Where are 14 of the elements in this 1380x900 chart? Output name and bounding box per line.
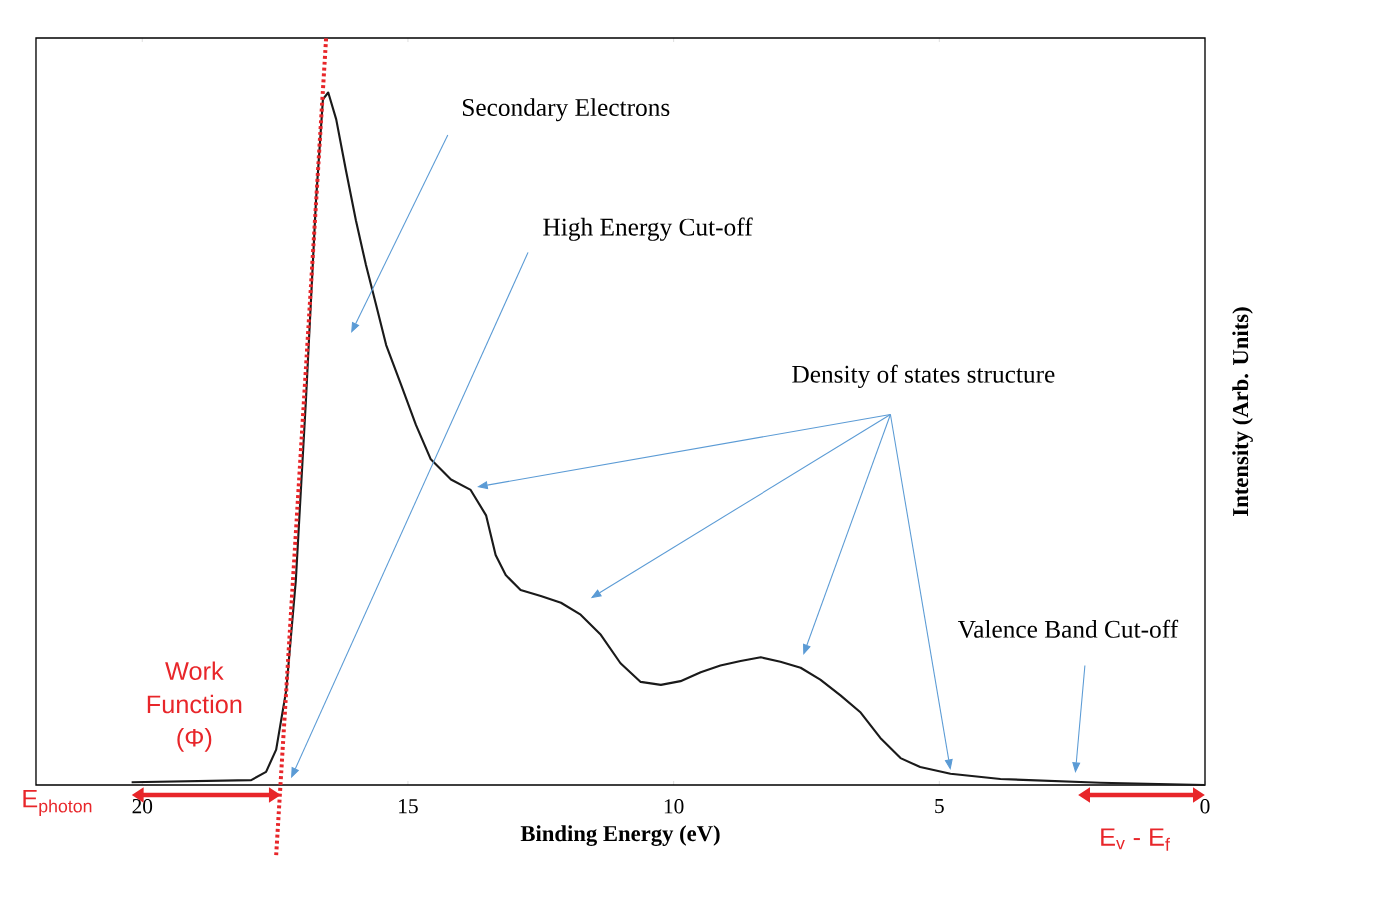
annotation: E$_{v}$ - E$_{f}$ (1101, 828, 1170, 851)
x-tick-label: 20 (132, 799, 153, 814)
annotation: High Energy Cut-off (543, 217, 753, 241)
annotation: Secondary Electrons (462, 98, 670, 122)
x-tick-label: 15 (399, 799, 418, 814)
annotation: Work Function (Φ) (147, 661, 242, 752)
y-axis-title: Intensity (Arb. Units) (1232, 307, 1253, 516)
annotation: Density of states structure (792, 364, 1055, 389)
x-tick-label: 10 (664, 799, 684, 814)
x-axis-title: Binding Energy (eV) (520, 825, 720, 846)
annotation: Valence Band Cut-off (957, 619, 1179, 638)
x-tick-label: 0 (1200, 799, 1210, 814)
x-tick-label: 5 (935, 799, 944, 814)
annotation: E$_{photon}$ (23, 789, 92, 816)
